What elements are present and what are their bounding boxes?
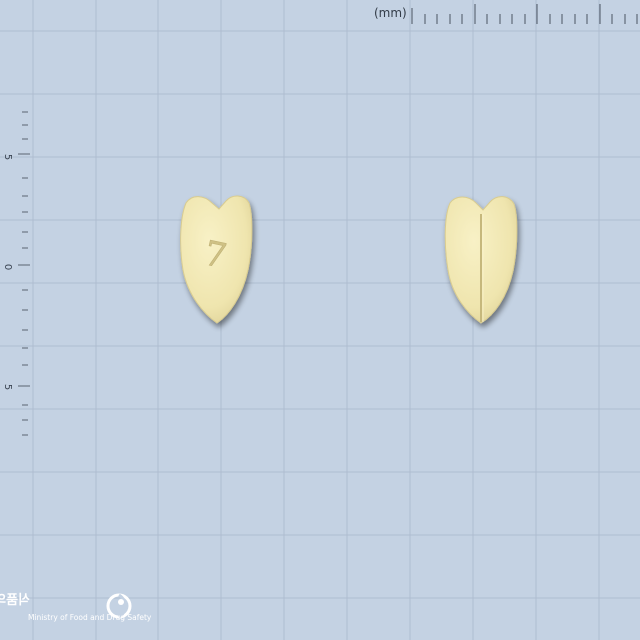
scale-label-top: 5 <box>2 154 13 160</box>
watermark: 식품의약품안전처 Ministry of Food and Drug Safet… <box>0 592 152 622</box>
scale-label-bottom: 5 <box>2 384 13 390</box>
pill-front: 7 <box>180 195 253 324</box>
ruler-unit-label: (mm) <box>374 6 407 20</box>
pill-back <box>444 196 518 324</box>
left-scale-ticks <box>18 111 30 436</box>
scale-label-zero: 0 <box>2 264 13 270</box>
ruler-ticks <box>411 4 638 24</box>
watermark-english: Ministry of Food and Drug Safety <box>28 613 152 622</box>
mfds-swirl-icon <box>106 593 132 619</box>
top-ruler: (mm) <box>374 4 638 24</box>
watermark-korean: 식품의약품안전처 <box>0 592 30 608</box>
left-scale: 5 0 5 <box>2 111 30 436</box>
